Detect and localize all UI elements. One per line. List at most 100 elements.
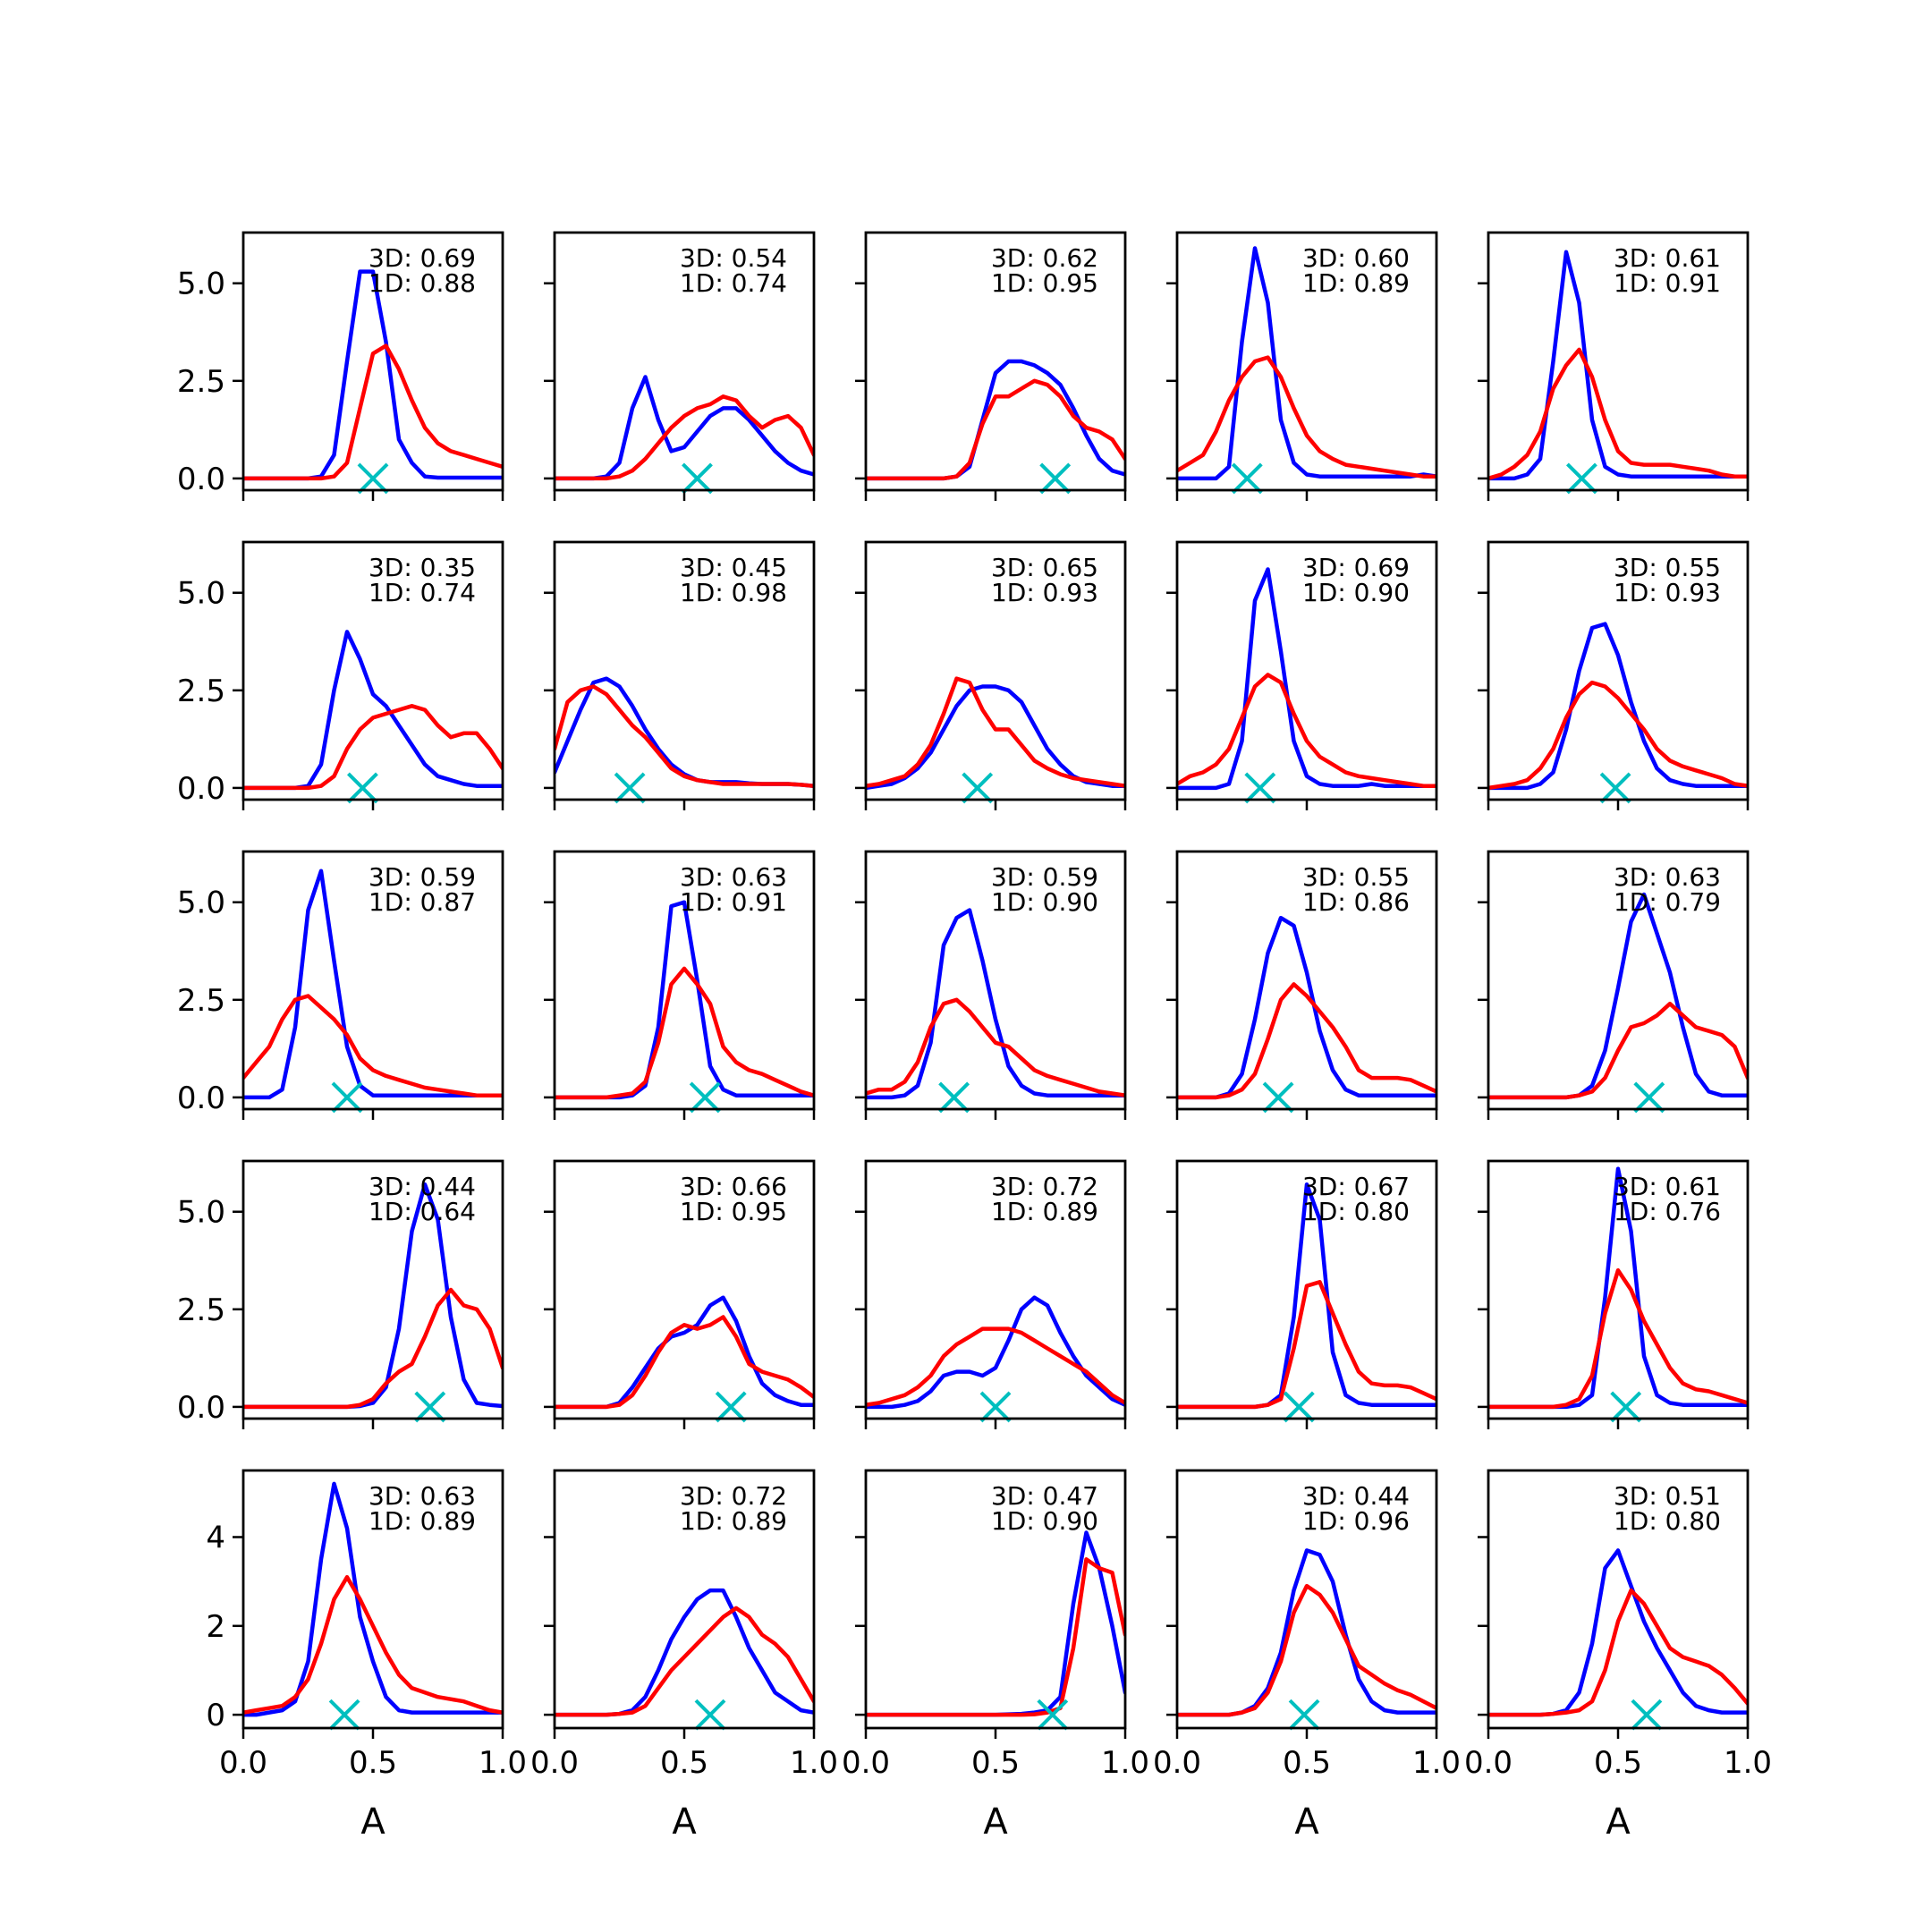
truth-marker [1599,772,1631,804]
red-density-line [243,1574,503,1715]
y-tick-label: 2.5 [177,674,225,709]
score-1d-label: 1D: 0.91 [1614,268,1721,298]
truth-marker [346,772,378,804]
red-density-line [243,343,503,481]
truth-marker [962,772,994,804]
score-3d-label: 3D: 0.69 [1302,553,1410,582]
y-tick-label: 2.5 [177,364,225,400]
x-axis-label: A [672,1801,697,1843]
score-3d-label: 3D: 0.72 [680,1481,787,1511]
red-density-line [1488,1001,1748,1100]
score-1d-label: 1D: 0.90 [991,887,1098,917]
score-1d-label: 1D: 0.96 [1302,1506,1410,1536]
x-tick-label: 0.0 [530,1745,579,1781]
x-tick-label: 0.0 [842,1745,890,1781]
truth-marker [1610,1391,1642,1423]
score-1d-label: 1D: 0.88 [369,268,476,298]
red-density-line [555,394,814,481]
blue-density-line [1177,246,1436,481]
red-density-line [1177,673,1436,788]
score-3d-label: 3D: 0.51 [1614,1481,1721,1511]
y-tick-label: 0.0 [177,1390,225,1426]
score-1d-label: 1D: 0.89 [991,1197,1098,1226]
red-density-line [866,378,1125,481]
score-3d-label: 3D: 0.61 [1614,243,1721,273]
score-3d-label: 3D: 0.45 [680,553,787,582]
score-3d-label: 3D: 0.63 [680,862,787,892]
truth-marker [1631,1699,1663,1731]
score-3d-label: 3D: 0.59 [369,862,476,892]
score-3d-label: 3D: 0.44 [369,1172,476,1201]
red-density-line [243,1287,503,1410]
score-1d-label: 1D: 0.86 [1302,887,1410,917]
y-tick-label: 2.5 [177,983,225,1019]
score-1d-label: 1D: 0.87 [369,887,476,917]
red-density-line [866,676,1125,788]
score-1d-label: 1D: 0.93 [991,578,1098,607]
truth-marker [1288,1699,1320,1731]
score-3d-label: 3D: 0.66 [680,1172,787,1201]
red-density-line [1488,347,1748,481]
red-density-line [1177,982,1436,1100]
score-3d-label: 3D: 0.67 [1302,1172,1410,1201]
y-tick-label: 5.0 [177,886,225,921]
score-1d-label: 1D: 0.95 [680,1197,787,1226]
score-3d-label: 3D: 0.55 [1614,553,1721,582]
x-axis-label: A [1606,1801,1631,1843]
score-3d-label: 3D: 0.62 [991,243,1098,273]
score-3d-label: 3D: 0.69 [369,243,476,273]
x-tick-label: 0.0 [1153,1745,1201,1781]
blue-density-line [866,908,1125,1100]
y-tick-label: 0 [206,1698,225,1733]
red-density-line [555,684,814,788]
truth-marker [694,1699,726,1731]
blue-density-line [243,1481,503,1717]
x-axis-label: A [360,1801,386,1843]
score-1d-label: 1D: 0.74 [680,268,787,298]
truth-marker [682,462,713,495]
score-3d-label: 3D: 0.55 [1302,862,1410,892]
blue-density-line [243,869,503,1100]
red-density-line [243,994,503,1097]
truth-marker [1565,462,1597,495]
red-density-line [1177,355,1436,479]
red-density-line [866,1326,1125,1407]
score-1d-label: 1D: 0.64 [369,1197,476,1226]
truth-marker [414,1391,446,1423]
red-density-line [1177,1280,1436,1410]
x-tick-label: 1.0 [790,1745,838,1781]
score-1d-label: 1D: 0.90 [1302,578,1410,607]
y-tick-label: 2 [206,1609,225,1645]
red-density-line [1177,1583,1436,1717]
x-tick-label: 1.0 [1724,1745,1772,1781]
score-3d-label: 3D: 0.35 [369,553,476,582]
y-tick-label: 0.0 [177,462,225,497]
score-1d-label: 1D: 0.79 [1614,887,1721,917]
red-density-line [555,1315,814,1410]
score-1d-label: 1D: 0.89 [369,1506,476,1536]
truth-marker [1039,462,1072,495]
red-density-line [866,1557,1125,1717]
score-1d-label: 1D: 0.89 [1302,268,1410,298]
red-density-line [243,704,503,791]
score-1d-label: 1D: 0.93 [1614,578,1721,607]
red-density-line [1488,1588,1748,1717]
